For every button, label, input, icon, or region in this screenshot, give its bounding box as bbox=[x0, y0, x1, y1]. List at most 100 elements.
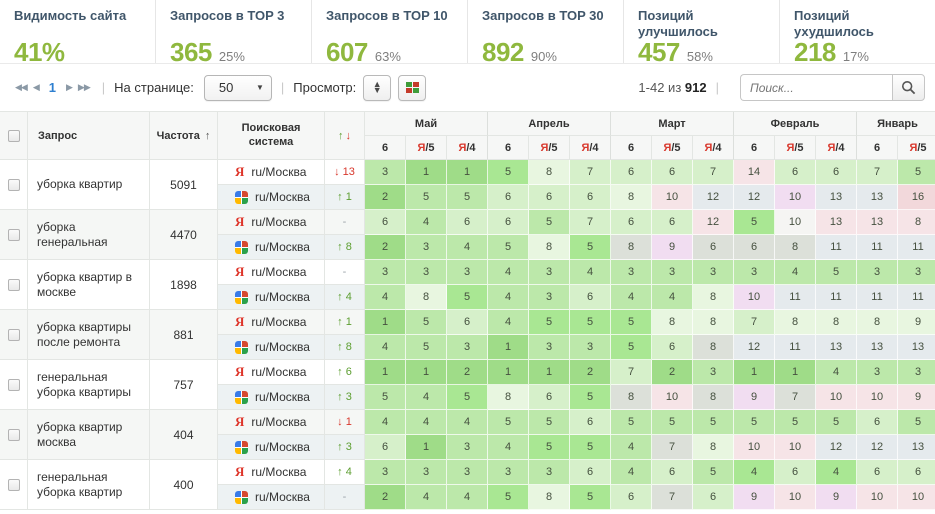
next-page-button[interactable]: ▶ bbox=[66, 82, 73, 92]
kpi-sub: 90% bbox=[530, 49, 557, 64]
query-column-header[interactable]: Запрос bbox=[28, 112, 150, 160]
date-header[interactable]: Я/4 bbox=[447, 136, 488, 160]
date-header[interactable]: Я/5 bbox=[775, 136, 817, 160]
kpi-label: Запросов в TOP 30 bbox=[482, 8, 604, 23]
position-cell: 11 bbox=[857, 285, 899, 310]
position-cell: 4 bbox=[570, 260, 612, 285]
row-checkbox[interactable] bbox=[7, 279, 20, 292]
position-cell: 4 bbox=[488, 310, 529, 335]
row-checkbox[interactable] bbox=[7, 179, 20, 192]
position-cell: 6 bbox=[693, 485, 735, 510]
month-header: Апрель bbox=[488, 112, 612, 136]
position-cell: 10 bbox=[857, 385, 899, 410]
position-cell: 5 bbox=[570, 485, 612, 510]
engine-region: ru/Москва bbox=[251, 315, 307, 329]
position-cell: 8 bbox=[816, 310, 858, 335]
search-button[interactable] bbox=[892, 74, 925, 101]
engine-row: ru/Москва ↑ 8 4 5 3 1 3 3 5 6 8 12 11 13 13 13 bbox=[0, 335, 935, 360]
position-cell: 16 bbox=[898, 185, 935, 210]
select-all-checkbox[interactable] bbox=[7, 129, 20, 142]
frequency-column-header[interactable]: Частота ↑ bbox=[150, 112, 218, 160]
position-cell: 3 bbox=[693, 360, 735, 385]
position-cell: 9 bbox=[898, 385, 935, 410]
date-header[interactable]: 6 bbox=[365, 136, 406, 160]
position-cell: 3 bbox=[365, 260, 406, 285]
position-cell: 1 bbox=[365, 360, 406, 385]
row-checkbox[interactable] bbox=[7, 429, 20, 442]
position-cell: 8 bbox=[857, 310, 899, 335]
query-cell: генеральная уборка квартир bbox=[28, 460, 150, 510]
prev-page-button[interactable]: ◀ bbox=[32, 82, 40, 92]
kpi-top30[interactable]: Запросов в TOP 30 892 90% bbox=[468, 0, 624, 65]
yandex-letter-icon: Я bbox=[540, 141, 549, 154]
position-cell: 8 bbox=[611, 235, 653, 260]
position-cell: 5 bbox=[652, 410, 694, 435]
position-cell: 4 bbox=[406, 410, 447, 435]
date-header[interactable]: Я/5 bbox=[898, 136, 935, 160]
search-input[interactable] bbox=[740, 74, 892, 101]
position-cell: 10 bbox=[816, 385, 858, 410]
date-header[interactable]: 6 bbox=[611, 136, 653, 160]
position-cell: 5 bbox=[611, 410, 653, 435]
per-page-select[interactable]: 50 ▼ bbox=[203, 74, 272, 101]
engine-cell: ru/Москва bbox=[218, 335, 325, 360]
position-cell: 5 bbox=[570, 435, 612, 460]
expand-rows-button[interactable]: ▲ ▼ bbox=[363, 74, 392, 101]
engine-region: ru/Москва bbox=[255, 490, 310, 504]
position-cell: 7 bbox=[570, 160, 612, 185]
kpi-visibility[interactable]: Видимость сайта 41% bbox=[0, 0, 156, 65]
position-cell: 4 bbox=[406, 385, 447, 410]
query-cell: уборка квартир москва bbox=[28, 410, 150, 460]
kpi-sub: 17% bbox=[842, 49, 869, 64]
first-page-button[interactable]: ◀◀ bbox=[15, 82, 28, 92]
date-header[interactable]: Я/5 bbox=[406, 136, 447, 160]
date-header[interactable]: 6 bbox=[488, 136, 529, 160]
date-header[interactable]: Я/4 bbox=[816, 136, 858, 160]
position-cell: 13 bbox=[816, 185, 858, 210]
position-cell: 5 bbox=[529, 210, 570, 235]
position-cell: 5 bbox=[488, 410, 529, 435]
kpi-declined[interactable]: Позиций ухудшилось 218 17% bbox=[780, 0, 935, 65]
date-header[interactable]: 6 bbox=[734, 136, 776, 160]
position-cell: 4 bbox=[406, 485, 447, 510]
color-view-button[interactable] bbox=[398, 74, 427, 101]
yandex-icon: Я bbox=[235, 464, 245, 479]
row-checkbox[interactable] bbox=[7, 229, 20, 242]
row-checkbox[interactable] bbox=[7, 379, 20, 392]
date-header[interactable]: 6 bbox=[857, 136, 899, 160]
date-header[interactable]: Я/5 bbox=[529, 136, 570, 160]
date-header[interactable]: Я/4 bbox=[570, 136, 612, 160]
row-checkbox[interactable] bbox=[7, 479, 20, 492]
date-header[interactable]: Я/5 bbox=[652, 136, 694, 160]
position-cell: 3 bbox=[406, 235, 447, 260]
change-cell: - bbox=[325, 210, 365, 235]
position-cell: 8 bbox=[529, 160, 570, 185]
current-page[interactable]: 1 bbox=[48, 80, 56, 95]
google-icon bbox=[235, 440, 248, 454]
kpi-top10[interactable]: Запросов в TOP 10 607 63% bbox=[312, 0, 468, 65]
position-cell: 6 bbox=[775, 160, 817, 185]
kpi-top3[interactable]: Запросов в TOP 3 365 25% bbox=[156, 0, 312, 65]
change-cell: ↑ 4 bbox=[325, 460, 365, 485]
last-page-button[interactable]: ▶▶ bbox=[77, 82, 91, 92]
change-cell: ↑ 1 bbox=[325, 185, 365, 210]
yandex-letter-icon: Я bbox=[417, 141, 426, 154]
change-cell: ↑ 4 bbox=[325, 285, 365, 310]
kpi-improved[interactable]: Позиций улучшилось 457 58% bbox=[624, 0, 780, 65]
position-cell: 1 bbox=[406, 360, 447, 385]
position-cell: 12 bbox=[816, 435, 858, 460]
engine-region: ru/Москва bbox=[251, 415, 307, 429]
position-cell: 11 bbox=[816, 235, 858, 260]
date-header[interactable]: Я/4 bbox=[693, 136, 735, 160]
position-cell: 1 bbox=[406, 160, 447, 185]
position-cell: 7 bbox=[857, 160, 899, 185]
google-icon bbox=[235, 290, 248, 304]
engine-cell: ru/Москва bbox=[218, 485, 325, 510]
row-checkbox[interactable] bbox=[7, 329, 20, 342]
search-box bbox=[740, 74, 925, 101]
position-cell: 4 bbox=[447, 410, 488, 435]
position-cell: 13 bbox=[898, 335, 935, 360]
change-column-header[interactable]: ↑ ↓ bbox=[325, 112, 365, 160]
